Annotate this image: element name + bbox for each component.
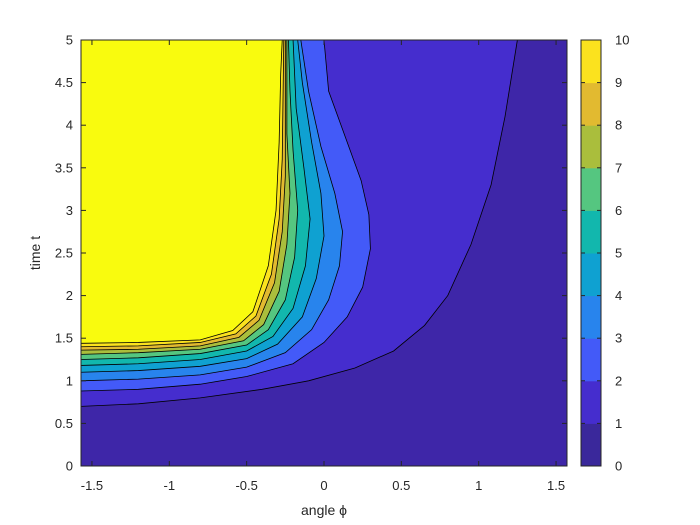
x-tick-label: 1.5: [547, 478, 565, 493]
contour-lines: [81, 40, 518, 407]
contour-line-6: [81, 40, 299, 360]
colorbar-tick-label: 1: [615, 416, 622, 431]
contour-line-2: [81, 40, 371, 392]
x-tick-label: 0: [320, 478, 327, 493]
contour-line-4: [81, 40, 325, 373]
y-tick-label: 1: [66, 373, 73, 388]
colorbar-band: [581, 210, 601, 254]
y-axis-title: time t: [27, 236, 43, 270]
colorbar-band: [581, 40, 601, 84]
y-tick-label: 0.5: [55, 416, 73, 431]
colorbar-tick-label: 4: [615, 288, 622, 303]
contour-line-5: [81, 40, 311, 366]
colorbar-band: [581, 380, 601, 424]
colorbar: [581, 40, 601, 467]
x-tick-label: -0.5: [235, 478, 257, 493]
y-tick-label: 3: [66, 203, 73, 218]
colorbar-band: [581, 423, 601, 467]
colorbar-tick-label: 7: [615, 160, 622, 175]
colorbar-band: [581, 82, 601, 126]
colorbar-tick-label: 6: [615, 203, 622, 218]
x-tick-label: -1: [164, 478, 176, 493]
colorbar-tick-label: 10: [615, 33, 629, 48]
contour-line-8: [81, 40, 286, 351]
y-tick-label: 1.5: [55, 331, 73, 346]
filled-contour-bands: [81, 40, 518, 407]
y-axis-ticks: 0 0.5 1 1.5 2 2.5 3 3.5 4 4.5 5: [55, 33, 567, 474]
y-tick-label: 0: [66, 459, 73, 474]
x-tick-label: 0.5: [392, 478, 410, 493]
colorbar-tick-label: 0: [615, 459, 622, 474]
colorbar-band: [581, 295, 601, 339]
contour-line-10: [81, 40, 283, 344]
contour-band-10: [81, 40, 283, 344]
colorbar-band: [581, 338, 601, 382]
colorbar-tick-label: 3: [615, 331, 622, 346]
colorbar-ticks: 0 1 2 3 4 5 6 7 8 9 10: [581, 33, 629, 474]
x-axis-ticks: -1.5 -1 -0.5 0 0.5 1 1.5: [81, 40, 565, 493]
colorbar-tick-label: 2: [615, 373, 622, 388]
colorbar-tick-label: 9: [615, 75, 622, 90]
colorbar-band: [581, 125, 601, 169]
y-tick-label: 5: [66, 33, 73, 48]
y-tick-label: 2: [66, 288, 73, 303]
y-tick-label: 4: [66, 118, 73, 133]
colorbar-tick-label: 8: [615, 118, 622, 133]
y-tick-label: 4.5: [55, 75, 73, 90]
colorbar-band: [581, 167, 601, 211]
x-axis-title: angle ϕ: [301, 502, 347, 518]
contour-line-3: [81, 40, 343, 382]
colorbar-tick-label: 5: [615, 246, 622, 261]
contour-line-9: [81, 40, 285, 348]
x-tick-label: -1.5: [81, 478, 103, 493]
y-tick-label: 2.5: [55, 246, 73, 261]
contour-line-7: [81, 40, 291, 355]
y-tick-label: 3.5: [55, 160, 73, 175]
x-tick-label: 1: [475, 478, 482, 493]
colorbar-band: [581, 253, 601, 297]
contour-line-1: [81, 40, 518, 407]
